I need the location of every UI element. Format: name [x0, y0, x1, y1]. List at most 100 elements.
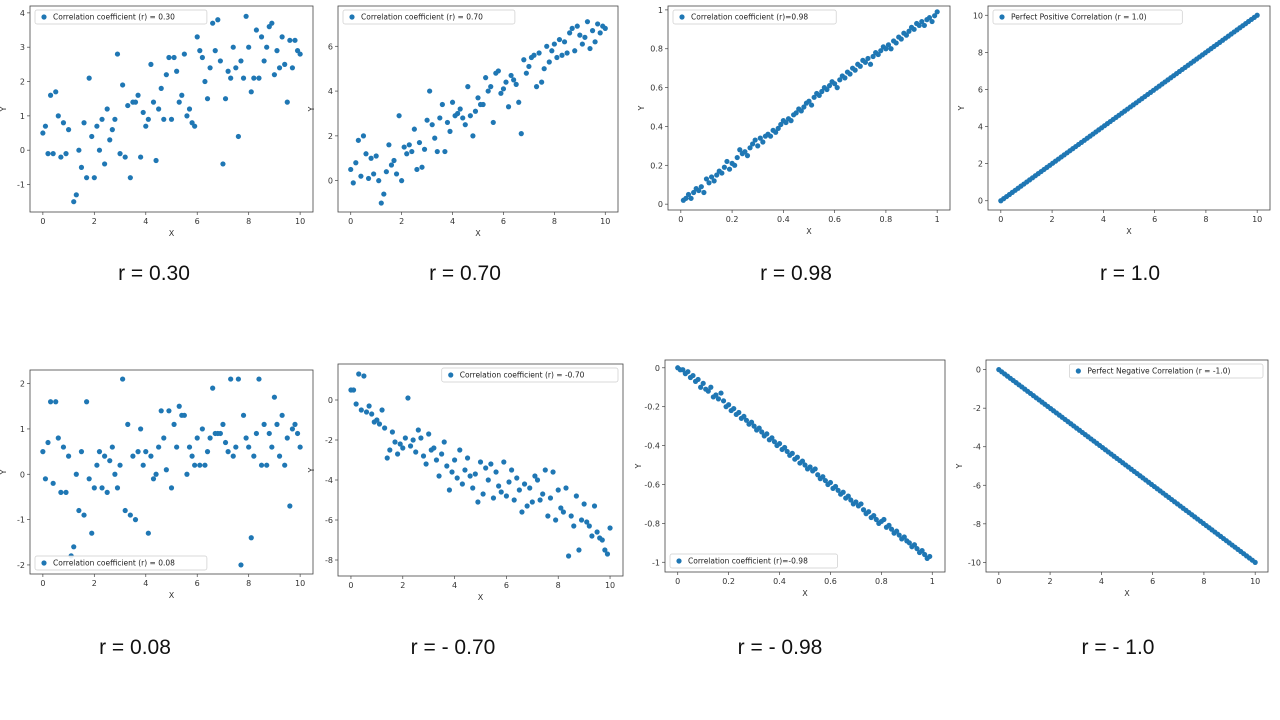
data-point	[441, 439, 447, 445]
data-point	[71, 199, 77, 205]
data-point	[911, 26, 917, 32]
legend-marker	[1075, 368, 1081, 374]
data-point	[282, 462, 288, 468]
data-point	[503, 493, 510, 499]
data-point	[527, 485, 533, 491]
legend-marker	[679, 14, 685, 20]
y-tick-label: -8	[973, 520, 981, 529]
data-point	[168, 116, 175, 122]
legend-box	[1068, 363, 1264, 379]
data-point	[297, 51, 303, 57]
data-point	[135, 92, 141, 98]
data-point	[719, 170, 725, 176]
data-point	[449, 99, 456, 105]
data-point	[109, 127, 115, 133]
data-point	[751, 423, 757, 429]
data-point	[366, 403, 372, 409]
y-axis-label: Y	[307, 467, 316, 473]
data-point	[125, 102, 131, 109]
data-point	[145, 116, 151, 122]
data-point	[455, 110, 461, 117]
data-point	[153, 157, 159, 164]
data-point	[498, 90, 504, 96]
data-point	[929, 18, 935, 25]
x-tick-label: 6	[504, 581, 509, 590]
data-point	[501, 459, 507, 465]
data-point	[782, 444, 788, 451]
data-point	[112, 471, 118, 477]
chart-panel-4: 0 2 4 6 8 10 0 2 4 6 8 10 X Y Perfect Positive Correla…	[957, 5, 1271, 236]
data-point	[894, 528, 900, 534]
data-point	[376, 178, 382, 184]
data-point	[444, 119, 451, 126]
data-point	[186, 444, 193, 450]
data-point	[189, 453, 195, 459]
data-point	[225, 68, 231, 74]
data-point	[89, 530, 95, 536]
data-point	[878, 48, 884, 54]
data-point	[361, 373, 367, 379]
data-point	[691, 189, 697, 196]
data-point	[490, 119, 496, 126]
legend: Perfect Positive Correlation (r = 1.0)	[992, 9, 1183, 25]
data-point	[883, 46, 889, 52]
data-point	[513, 81, 519, 87]
data-point	[467, 113, 473, 119]
data-point	[184, 113, 190, 119]
x-tick-label: 0.6	[824, 577, 837, 586]
data-point	[519, 509, 525, 515]
data-point	[442, 148, 448, 155]
data-point	[862, 59, 869, 65]
data-point	[212, 48, 218, 54]
data-point	[96, 147, 103, 153]
data-point	[204, 96, 211, 102]
legend-marker	[41, 14, 47, 20]
data-point	[233, 444, 239, 450]
data-point	[148, 61, 154, 67]
data-point	[457, 106, 463, 112]
data-point	[726, 402, 732, 408]
y-tick-label: -2	[973, 404, 981, 413]
data-point	[789, 450, 795, 456]
correlation-caption: r = 1.0	[1099, 262, 1161, 285]
data-point	[81, 120, 87, 126]
data-point	[703, 176, 710, 182]
data-point	[96, 449, 103, 455]
data-point	[569, 25, 575, 31]
data-point	[393, 171, 400, 177]
data-point	[767, 133, 774, 139]
y-tick-label: 0	[655, 364, 660, 373]
x-tick-label: 0	[40, 217, 45, 226]
data-point	[457, 447, 463, 453]
data-point	[378, 200, 384, 206]
data-point	[514, 475, 520, 481]
data-point	[220, 161, 226, 167]
legend-label: Perfect Positive Correlation (r = 1.0)	[1011, 13, 1147, 22]
data-point	[591, 503, 598, 509]
data-point	[78, 164, 85, 170]
data-point	[820, 474, 826, 480]
data-point	[853, 499, 859, 505]
data-point	[407, 443, 414, 449]
data-point	[582, 34, 588, 40]
data-point	[493, 469, 499, 475]
y-tick-label: 10	[973, 11, 983, 20]
data-point	[47, 399, 54, 405]
y-tick-label: -4	[973, 443, 981, 452]
data-point	[284, 99, 290, 105]
x-tick-label: 2	[92, 579, 97, 588]
data-point	[230, 453, 236, 459]
data-point	[225, 449, 231, 455]
data-point	[84, 175, 90, 181]
data-point	[724, 158, 730, 165]
y-tick-label: 4	[978, 123, 983, 132]
x-tick-label: 10	[295, 217, 305, 226]
data-point	[181, 51, 187, 57]
data-point	[799, 458, 806, 464]
data-point	[204, 449, 211, 455]
data-point	[470, 485, 476, 491]
data-point	[734, 154, 740, 161]
data-point	[927, 553, 933, 560]
y-tick-label: -0.4	[644, 442, 660, 451]
x-tick-label: 2	[1048, 577, 1053, 586]
